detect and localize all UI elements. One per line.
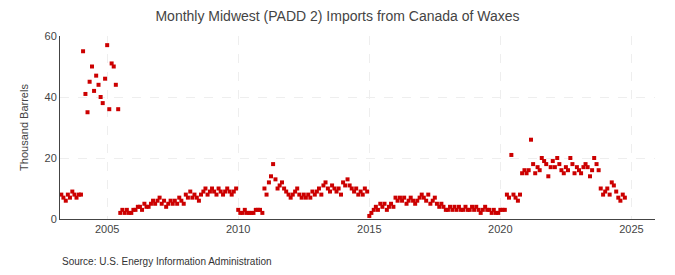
svg-text:Monthly Midwest (PADD 2) Impor: Monthly Midwest (PADD 2) Imports from Ca… bbox=[155, 8, 519, 24]
svg-text:2025: 2025 bbox=[619, 223, 643, 235]
svg-text:2020: 2020 bbox=[488, 223, 512, 235]
svg-text:2005: 2005 bbox=[95, 223, 119, 235]
svg-text:60: 60 bbox=[45, 30, 57, 42]
svg-text:20: 20 bbox=[45, 152, 57, 164]
svg-text:Source: U.S. Energy Informatio: Source: U.S. Energy Information Administ… bbox=[62, 256, 272, 267]
svg-text:2010: 2010 bbox=[226, 223, 250, 235]
svg-text:40: 40 bbox=[45, 91, 57, 103]
svg-text:Thousand Barrels: Thousand Barrels bbox=[18, 84, 30, 171]
svg-text:0: 0 bbox=[51, 213, 57, 225]
svg-text:2015: 2015 bbox=[357, 223, 381, 235]
